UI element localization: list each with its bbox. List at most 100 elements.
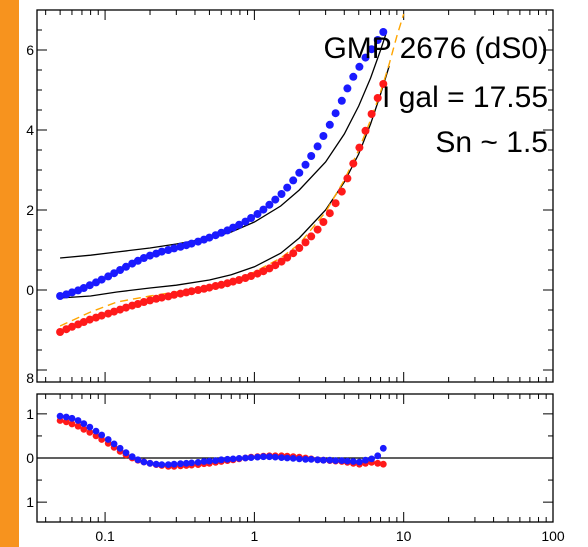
x-tick-label: 100 [541,528,565,544]
blue-residual-point [217,456,225,464]
blue-data-point [170,244,179,253]
red-data-point [301,238,310,247]
annotation-galaxy-name: GMP 2676 (dS0) [323,32,548,65]
blue-residual-point [164,461,172,468]
blue-data-point [373,36,382,44]
blue-data-point [116,266,125,274]
blue-residual-point [177,460,184,468]
y-tick-label: 2 [26,202,34,218]
red-data-point [259,267,268,276]
blue-data-point [277,190,286,198]
red-data-point [325,209,334,218]
residual-y-tick-labels: 1 0 1 [26,406,34,510]
blue-residual-point [86,423,94,431]
red-data-point [373,94,382,102]
blue-data-point [235,220,244,229]
annotation-sersic-index: Sn ~ 1.5 [435,126,548,159]
blue-data-point [283,183,292,192]
blue-residual-point [368,455,375,463]
blue-data-point [355,62,364,71]
red-data-point [205,283,214,292]
red-data-point [379,80,388,88]
blue-data-point [104,272,113,281]
blue-data-point [361,53,370,62]
blue-residual-point [278,454,285,461]
galaxy-annotation: GMP 2676 (dS0) I gal = 17.55 Sn ~ 1.5 [323,32,548,159]
blue-residual-point [110,440,118,448]
blue-residual-point [68,414,76,422]
blue-data-point [259,205,268,214]
blue-residual-point [314,456,321,464]
blue-data-point [97,275,106,284]
blue-residual-point [152,460,160,468]
blue-residual-point [188,459,196,467]
red-residual-point [92,432,100,440]
blue-data-point [187,239,196,248]
residual-panel-ticks [37,394,554,522]
blue-data-point [157,247,166,256]
red-residual-point [374,459,382,467]
red-data-point [367,110,376,118]
y-tick-label: 1 [26,494,34,510]
blue-residual-point [247,454,255,461]
blue-residual-point [254,453,261,461]
blue-residual-point [98,431,106,439]
red-data-point [217,280,226,289]
blue-data-point [110,269,119,278]
blue-data-point [205,233,214,242]
blue-data-point [337,96,346,105]
blue-data-point [253,210,262,218]
blue-data-point [247,214,256,222]
blue-residual-point [56,412,64,420]
blue-residual-point [379,444,387,452]
red-residual-point [68,420,76,428]
blue-data-point [379,28,388,36]
red-data-point [319,218,328,226]
red-data-point [247,272,256,280]
blue-residual-point [295,455,303,463]
red-data-point [157,293,166,302]
blue-residual-point [338,457,346,464]
blue-data-point [139,254,148,262]
blue-data-point [133,256,142,265]
blue-residual-point [74,417,82,424]
blue-data-point [313,142,322,151]
blue-residual-point [271,453,279,461]
blue-data-point [56,292,65,300]
red-residual-point [62,418,70,426]
blue-data-point [367,45,376,54]
blue-residual-point [128,453,136,461]
y-tick-label: 6 [26,42,34,58]
fit-line [60,33,387,259]
blue-data-point [349,72,358,81]
residual-data-points [56,412,387,470]
blue-residual-point [80,420,88,427]
blue-residual-point [332,457,339,464]
blue-residual-point [349,458,357,465]
red-data-point [146,296,154,305]
blue-residual-point [146,459,154,467]
red-data-point [97,311,106,320]
blue-residual-point [140,458,148,466]
red-data-point [343,174,352,183]
red-data-point [331,199,340,208]
x-tick-label: 0.1 [95,528,115,544]
blue-data-point [68,288,76,297]
red-data-point [295,244,304,252]
red-data-point [187,287,196,296]
red-data-point [170,290,179,299]
blue-residual-point [224,455,231,463]
red-data-point [337,187,346,196]
blue-residual-point [266,453,273,461]
blue-residual-point [200,458,208,465]
red-data-point [289,249,298,258]
blue-residual-point [212,457,220,464]
red-data-point [271,261,280,270]
blue-residual-point [302,455,309,463]
red-data-point [235,276,244,284]
red-data-point [56,328,65,336]
blue-residual-point [362,456,369,464]
y-tick-label: 0 [26,450,34,466]
blue-residual-point [116,444,124,452]
red-residual-point [80,425,88,433]
